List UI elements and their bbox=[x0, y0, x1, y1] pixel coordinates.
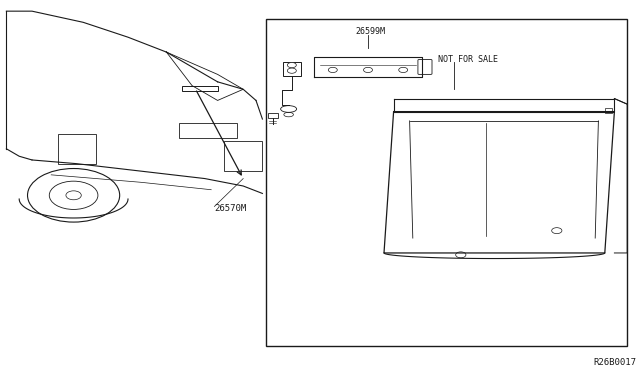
Circle shape bbox=[287, 62, 296, 68]
Circle shape bbox=[364, 67, 372, 73]
Bar bbox=[268, 113, 278, 118]
Circle shape bbox=[287, 68, 296, 73]
Text: NOT FOR SALE: NOT FOR SALE bbox=[438, 55, 499, 64]
Bar bbox=[283, 62, 301, 76]
Bar bbox=[182, 86, 218, 91]
Circle shape bbox=[328, 67, 337, 73]
Bar bbox=[58, 134, 96, 164]
Bar bbox=[179, 123, 237, 138]
Text: 26599M: 26599M bbox=[355, 27, 385, 36]
Bar bbox=[605, 108, 612, 113]
Circle shape bbox=[399, 67, 408, 73]
Text: 26570M: 26570M bbox=[214, 204, 246, 213]
Bar bbox=[224, 141, 262, 171]
Bar bbox=[266, 19, 627, 346]
Text: R26B0017: R26B0017 bbox=[594, 358, 637, 367]
